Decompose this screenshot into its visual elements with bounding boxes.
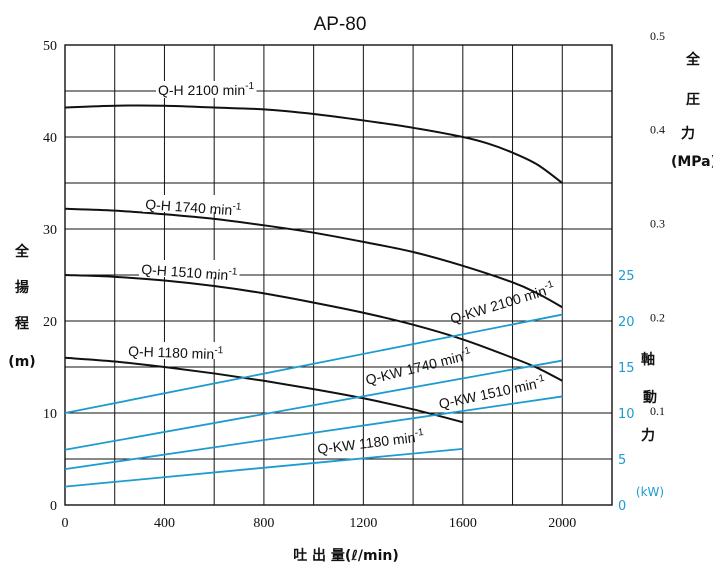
pressure-tick-label-3: 0.4 bbox=[650, 123, 665, 137]
x-tick-label-3: 1200 bbox=[349, 516, 377, 531]
left-tick-label-1: 10 bbox=[43, 407, 57, 422]
pressure-tick-label-4: 0.5 bbox=[650, 29, 665, 43]
series-line-1 bbox=[64, 207, 563, 309]
left-tick-label-0: 0 bbox=[50, 499, 57, 514]
series-line-7 bbox=[64, 447, 463, 488]
series-line-2 bbox=[64, 274, 563, 382]
pressure-tick-label-0: 0.1 bbox=[650, 404, 665, 418]
series-label-bg-3 bbox=[126, 342, 226, 359]
series-label-0: Q-H 2100 min-1 bbox=[158, 81, 254, 98]
series-label-3: Q-H 1180 min-1 bbox=[128, 342, 224, 362]
series-label-2: Q-H 1510 min-1 bbox=[141, 260, 238, 284]
series-label-7: Q-KW 1180 min-1 bbox=[316, 427, 425, 457]
left-axis-label-3: (m) bbox=[8, 354, 35, 370]
power-axis-label-1: 動 bbox=[643, 389, 657, 406]
power-tick-label-2: 10 bbox=[618, 407, 635, 422]
axis-labels: 吐 出 量(ℓ/min)全揚程(m)全圧力(MPa)軸動力(kW) bbox=[8, 51, 713, 564]
left-tick-label-2: 20 bbox=[43, 315, 57, 330]
series-line-5 bbox=[64, 359, 563, 451]
series-label-bg-2 bbox=[139, 260, 240, 277]
series-line-4 bbox=[64, 313, 563, 414]
x-tick-label-2: 800 bbox=[253, 516, 274, 531]
series-label-1: Q-H 1740 min-1 bbox=[145, 195, 242, 219]
series-label-bg-0 bbox=[156, 81, 257, 98]
x-tick-label-0: 0 bbox=[62, 516, 69, 531]
left-axis-label-0: 全 bbox=[14, 243, 30, 260]
left-axis-label-1: 揚 bbox=[15, 279, 29, 296]
power-tick-label-0: 0 bbox=[618, 499, 626, 514]
tick-labels: 0 400 800 1200 1600 2000010203040500.10.20.30… bbox=[43, 29, 665, 531]
power-axis-label-2: 力 bbox=[641, 427, 655, 444]
left-axis-label-2: 程 bbox=[15, 316, 29, 332]
pressure-axis-label-1: 圧 bbox=[686, 92, 700, 108]
power-tick-label-1: 5 bbox=[618, 453, 626, 468]
x-axis-label: 吐 出 量(ℓ/min) bbox=[293, 547, 399, 564]
chart-title: AP-80 bbox=[314, 14, 367, 35]
power-tick-label-5: 25 bbox=[618, 269, 635, 284]
power-tick-label-4: 20 bbox=[618, 315, 635, 330]
pressure-tick-label-2: 0.3 bbox=[650, 216, 665, 230]
series-line-6 bbox=[64, 395, 563, 471]
power-axis-label-3: (kW) bbox=[636, 485, 664, 499]
left-tick-label-5: 50 bbox=[43, 39, 57, 54]
x-tick-label-1: 400 bbox=[154, 516, 175, 531]
series-label-bg-1 bbox=[143, 195, 244, 212]
power-tick-label-3: 15 bbox=[618, 361, 635, 376]
x-tick-label-4: 1600 bbox=[449, 516, 477, 531]
left-tick-label-3: 30 bbox=[43, 223, 57, 238]
power-axis-label-0: 軸 bbox=[641, 351, 655, 368]
pressure-axis-label-2: 力 bbox=[681, 125, 695, 142]
pressure-axis-label-0: 全 bbox=[685, 51, 701, 68]
curves bbox=[64, 104, 563, 488]
pressure-axis-label-3: (MPa) bbox=[671, 154, 713, 170]
series-line-0 bbox=[64, 104, 563, 184]
series-line-3 bbox=[64, 356, 464, 424]
left-tick-label-4: 40 bbox=[43, 131, 57, 146]
x-tick-label-5: 2000 bbox=[548, 516, 576, 531]
pressure-tick-label-1: 0.2 bbox=[650, 310, 665, 324]
